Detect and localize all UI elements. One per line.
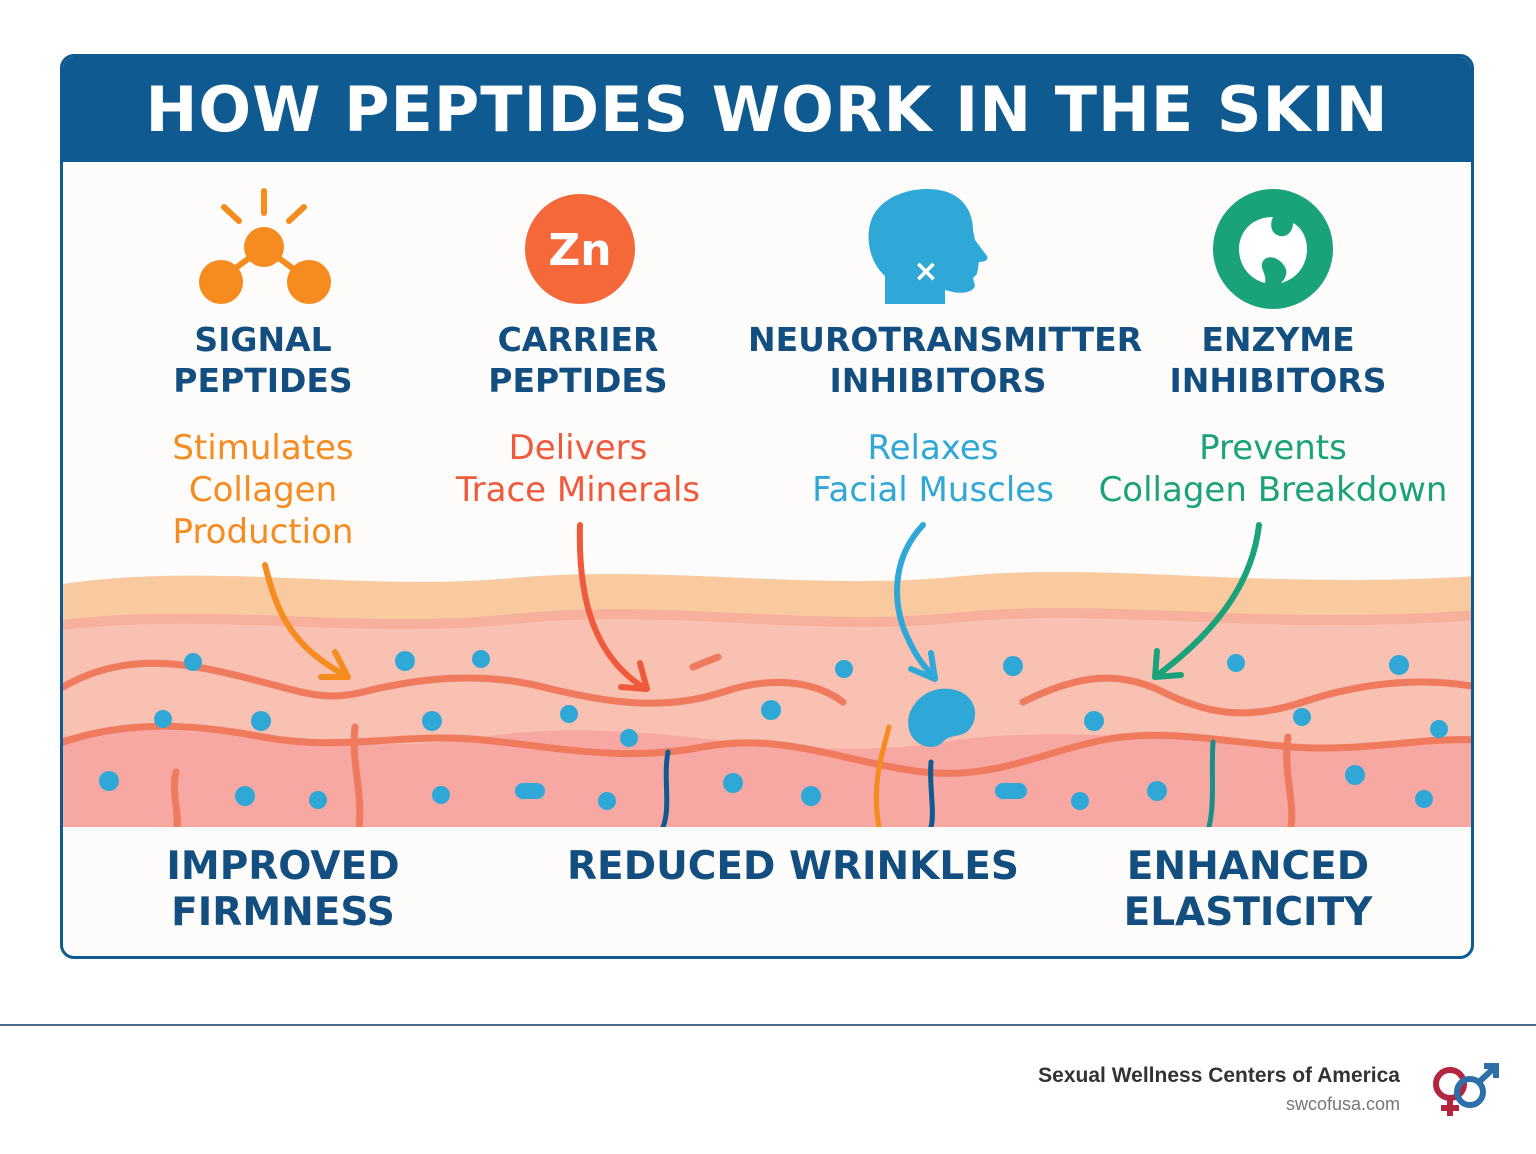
title-line: PEPTIDES	[173, 361, 353, 400]
blue-fiber	[660, 749, 671, 827]
signal-arrow	[262, 562, 351, 680]
carrier-peptides-description: Delivers Trace Minerals	[433, 427, 723, 511]
enzyme-inhibitors-title: ENZYME INHIBITORS	[1153, 319, 1403, 401]
neuro-arrow-head	[908, 650, 938, 682]
neurotransmitter-inhibitors-title: NEUROTRANSMITTER INHIBITORS	[748, 319, 1143, 401]
desc-line: Stimulates	[172, 428, 354, 468]
signal-peptides-description: Stimulates Collagen Production	[133, 427, 393, 553]
enzyme-arrow-head	[1152, 648, 1184, 680]
title-line: CARRIER	[497, 320, 659, 359]
zinc-icon: Zn	[525, 194, 635, 304]
inhibit-mark: ×	[913, 254, 938, 289]
skin-cross-section	[63, 571, 1471, 827]
desc-line: Facial Muscles	[812, 470, 1054, 510]
result-line: REDUCED WRINKLES	[567, 844, 1019, 889]
desc-line: Prevents	[1199, 428, 1347, 468]
title-line: ENZYME	[1201, 320, 1355, 359]
enzyme-icon	[1213, 189, 1333, 309]
desc-line: Collagen	[188, 470, 338, 510]
gender-symbols-logo	[1433, 1063, 1499, 1116]
neuro-arrow	[894, 522, 938, 680]
zinc-icon-label: Zn	[548, 225, 611, 276]
header-bar: HOW PEPTIDES WORK IN THE SKIN	[63, 57, 1471, 162]
result-reduced-wrinkles: REDUCED WRINKLES	[553, 844, 1033, 890]
title-line: SIGNAL	[194, 320, 332, 359]
enzyme-arrow	[1152, 522, 1262, 680]
result-line: FIRMNESS	[171, 890, 395, 935]
neurotransmitter-inhibitors-description: Relaxes Facial Muscles	[783, 427, 1083, 511]
brand-name: Sexual Wellness Centers of America	[1038, 1064, 1400, 1087]
result-line: IMPROVED	[166, 844, 400, 889]
orange-fiber	[873, 724, 892, 827]
signal-arrow-head	[318, 649, 351, 680]
desc-line: Production	[172, 512, 354, 552]
head-icon: ×	[868, 189, 988, 304]
title-line: PEPTIDES	[488, 361, 668, 400]
teal-fiber	[1206, 739, 1216, 827]
molecule-icon	[199, 188, 331, 304]
lower-dermis-layer	[63, 729, 1471, 827]
signal-peptides-title: SIGNAL PEPTIDES	[143, 319, 383, 401]
infographic-card: HOW PEPTIDES WORK IN THE SKIN Zn × SIGNA…	[60, 54, 1474, 959]
result-line: ELASTICITY	[1123, 890, 1373, 935]
blue-fiber	[928, 759, 935, 827]
desc-line: Trace Minerals	[455, 470, 701, 510]
title-line: INHIBITORS	[829, 361, 1047, 400]
action-arrows	[262, 522, 1262, 692]
brand-block: Sexual Wellness Centers of America swcof…	[1038, 1064, 1400, 1115]
result-line: ENHANCED	[1126, 844, 1370, 889]
title-line: INHIBITORS	[1169, 361, 1387, 400]
brand-url: swcofusa.com	[1285, 1094, 1400, 1114]
footer-divider	[0, 1024, 1536, 1026]
carrier-arrow-head	[618, 660, 650, 692]
carrier-peptides-title: CARRIER PEPTIDES	[458, 319, 698, 401]
desc-line: Delivers	[508, 428, 648, 468]
desc-line: Collagen Breakdown	[1098, 470, 1448, 510]
result-enhanced-elasticity: ENHANCED ELASTICITY	[1108, 844, 1388, 936]
desc-line: Relaxes	[867, 428, 999, 468]
result-improved-firmness: IMPROVED FIRMNESS	[148, 844, 418, 936]
enzyme-inhibitors-description: Prevents Collagen Breakdown	[1093, 427, 1453, 511]
carrier-arrow	[576, 522, 649, 692]
title-line: NEUROTRANSMITTER	[748, 320, 1143, 359]
page-title: HOW PEPTIDES WORK IN THE SKIN	[145, 73, 1389, 146]
